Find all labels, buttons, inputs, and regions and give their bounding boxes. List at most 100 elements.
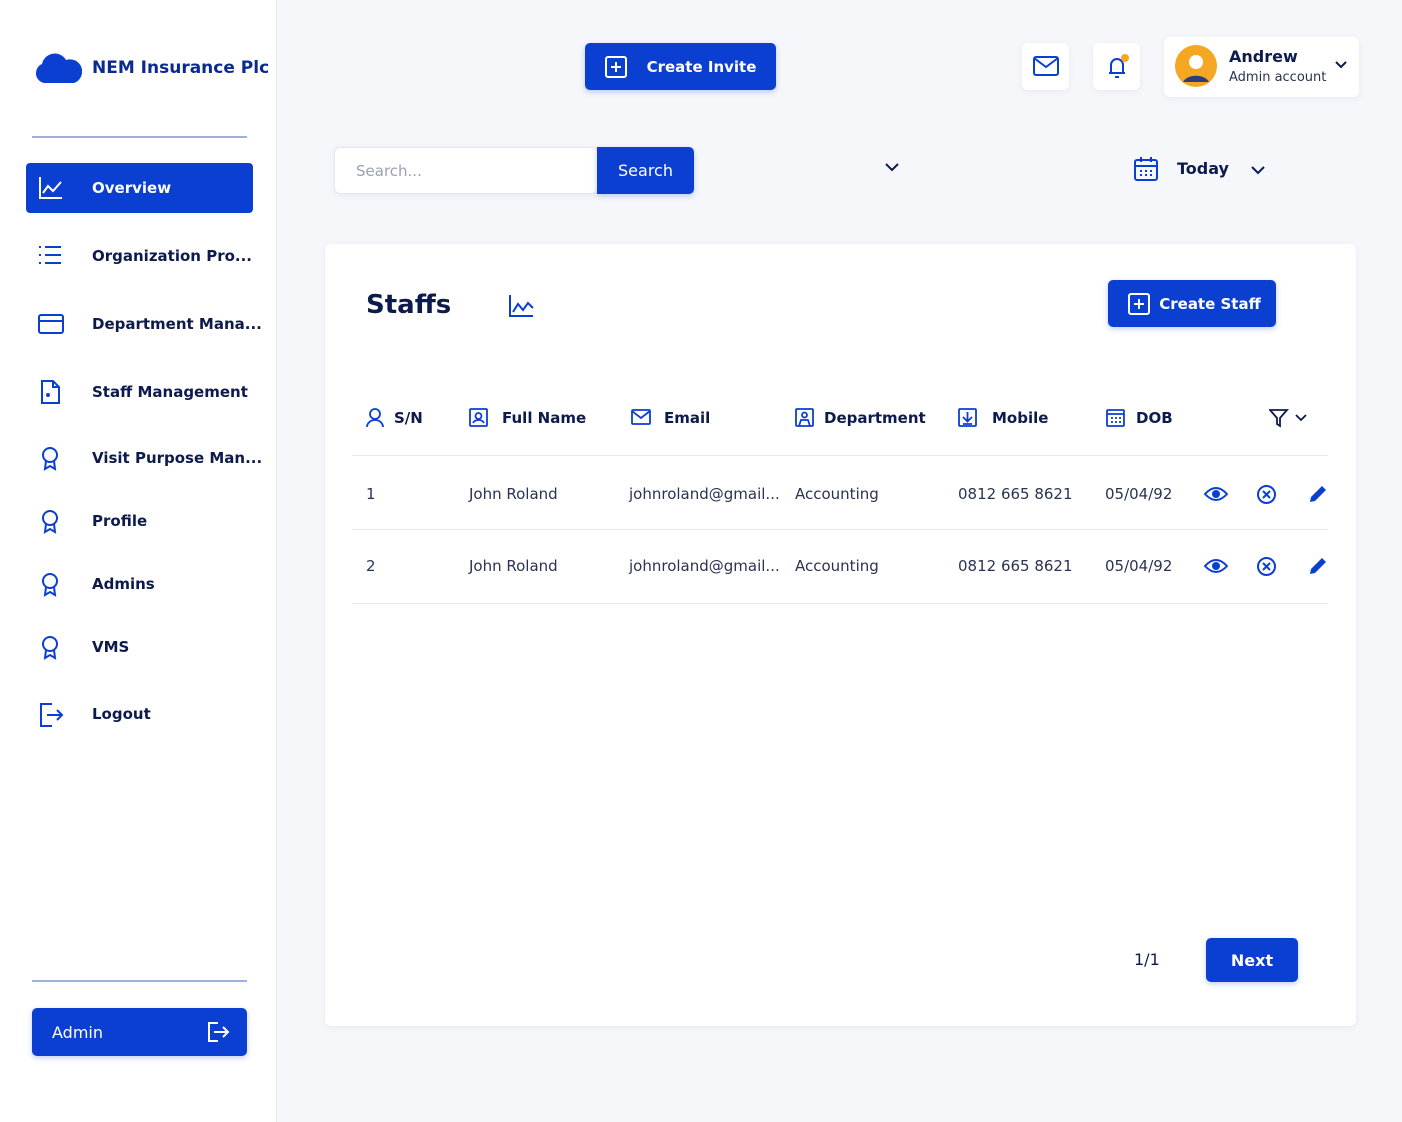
nav-icon xyxy=(38,314,64,334)
edit-action[interactable] xyxy=(1308,484,1328,504)
nav-item[interactable]: Overview xyxy=(26,163,253,213)
icon-part xyxy=(369,408,381,420)
nav-label: Visit Purpose Man... xyxy=(92,449,263,467)
icon-path xyxy=(1183,75,1209,82)
search-input[interactable]: Search... xyxy=(334,147,598,194)
icon-part xyxy=(42,447,58,463)
column-filter[interactable] xyxy=(1269,408,1309,428)
nav-icon xyxy=(42,636,58,660)
create-invite-button[interactable]: Create Invite xyxy=(585,43,776,90)
nav-item[interactable]: Visit Purpose Man... xyxy=(26,433,262,483)
column-header: Department xyxy=(824,409,926,427)
nav-label: VMS xyxy=(92,638,130,656)
icon-path xyxy=(1251,166,1265,175)
view-action[interactable] xyxy=(1204,557,1228,575)
delete-action[interactable] xyxy=(1256,556,1277,577)
sidebar: NEM Insurance Plc Overview Organization … xyxy=(0,0,277,1122)
mail-button[interactable] xyxy=(1022,43,1069,90)
icon-path xyxy=(631,410,651,420)
icon-path xyxy=(1335,61,1347,69)
nav-item[interactable]: VMS xyxy=(26,622,253,672)
search-label: Search xyxy=(618,161,673,180)
calendar-icon xyxy=(1134,157,1158,181)
row-divider xyxy=(352,603,1328,604)
nav-label: Profile xyxy=(92,512,148,530)
chevron xyxy=(1251,166,1265,175)
nav-icon xyxy=(39,177,62,199)
user-menu[interactable]: Andrew Admin account xyxy=(1164,37,1359,97)
table-cell: John Roland xyxy=(469,557,558,575)
icon-path xyxy=(1135,157,1157,176)
icon-part xyxy=(795,408,814,427)
icon-path xyxy=(1109,58,1125,78)
icon-path xyxy=(798,419,811,427)
icon-part xyxy=(1257,485,1276,504)
user-role: Admin account xyxy=(1229,70,1327,85)
page-indicator: 1/1 xyxy=(1134,950,1160,969)
date-filter[interactable]: Today xyxy=(1177,159,1229,178)
table-cell: Accounting xyxy=(795,557,879,575)
search-button[interactable]: Search xyxy=(597,147,694,194)
column-icon xyxy=(366,408,384,428)
column-header: Full Name xyxy=(502,409,587,427)
icon-path xyxy=(1269,409,1289,428)
column-header: DOB xyxy=(1136,409,1173,427)
nav-item[interactable]: Profile xyxy=(26,496,253,546)
admin-label: Admin xyxy=(52,1022,103,1042)
chart-icon xyxy=(509,295,534,317)
brand-logo xyxy=(35,53,82,83)
icon-path xyxy=(43,460,57,471)
icon-part xyxy=(474,412,483,420)
nav-icon xyxy=(39,246,61,264)
nav-item[interactable]: Admins xyxy=(26,559,253,609)
icon-part xyxy=(1189,55,1203,69)
panel-title: Staffs xyxy=(366,290,452,320)
edit-action[interactable] xyxy=(1308,556,1328,576)
icon-part xyxy=(801,411,808,419)
column-icon xyxy=(958,408,977,427)
icon-part xyxy=(42,510,58,526)
icon-part xyxy=(469,408,488,427)
filter-dropdown[interactable] xyxy=(885,163,899,172)
staff-panel xyxy=(325,244,1356,1026)
table-cell: johnroland@gmail... xyxy=(629,557,780,575)
create-staff-button[interactable]: Create Staff xyxy=(1108,280,1276,327)
icon-part xyxy=(46,393,50,397)
divider xyxy=(32,980,247,982)
icon-path xyxy=(40,703,64,727)
delete-action[interactable] xyxy=(1256,484,1277,505)
notification-button[interactable] xyxy=(1093,43,1140,90)
icon-part xyxy=(631,409,651,425)
table-cell: 2 xyxy=(366,557,376,575)
icon-part xyxy=(1121,54,1129,62)
nav-item[interactable]: Logout xyxy=(26,689,253,739)
next-button[interactable]: Next xyxy=(1206,938,1298,982)
icon-path xyxy=(208,1022,230,1042)
icon-part xyxy=(1033,56,1059,76)
icon-path xyxy=(1262,562,1271,571)
plus-icon xyxy=(1128,293,1150,315)
icon-part xyxy=(958,408,977,427)
icon-part xyxy=(1212,490,1220,498)
icon-path xyxy=(35,53,82,83)
nav-item[interactable]: Organization Pro... xyxy=(26,231,253,281)
icon-path xyxy=(611,62,621,72)
nav-item[interactable]: Department Mana... xyxy=(26,299,262,349)
brand-name: NEM Insurance Plc xyxy=(92,58,270,78)
table-cell: 0812 665 8621 xyxy=(958,485,1073,503)
icon-part xyxy=(1134,159,1158,181)
icon-path xyxy=(39,246,61,264)
icon-part xyxy=(1128,293,1150,315)
admin-button[interactable]: Admin xyxy=(32,1008,247,1056)
icon-part xyxy=(38,314,64,334)
nav-label: Department Mana... xyxy=(92,315,262,333)
icon-path xyxy=(43,586,57,597)
create-staff-label: Create Staff xyxy=(1159,294,1261,313)
logout-icon xyxy=(208,1022,230,1042)
plus-icon xyxy=(605,56,627,78)
table-cell: johnroland@gmail... xyxy=(629,485,780,503)
row-divider xyxy=(352,529,1328,530)
icon-path xyxy=(1262,490,1271,499)
nav-item[interactable]: Staff Management xyxy=(26,367,253,417)
view-action[interactable] xyxy=(1204,485,1228,503)
